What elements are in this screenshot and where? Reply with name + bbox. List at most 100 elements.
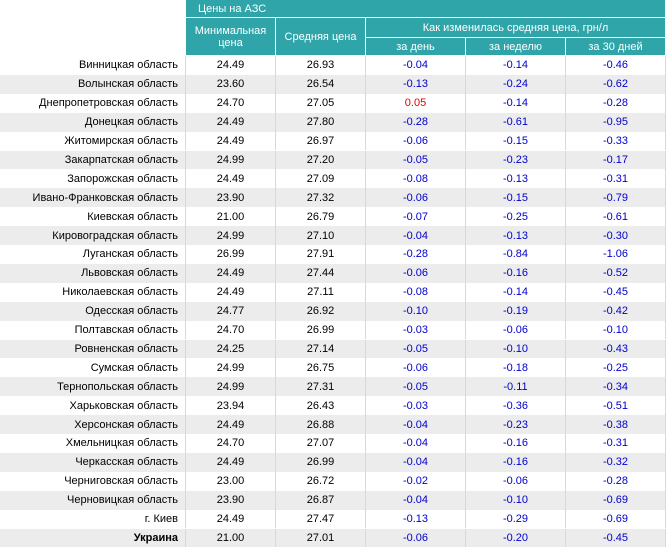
header-day: за день bbox=[366, 38, 466, 56]
avg-price: 26.75 bbox=[276, 358, 366, 378]
change-week: -0.13 bbox=[466, 169, 566, 189]
min-price: 24.49 bbox=[186, 263, 276, 283]
change-day: -0.04 bbox=[366, 226, 466, 245]
avg-price: 26.54 bbox=[276, 74, 366, 94]
change-month: -0.34 bbox=[566, 377, 666, 397]
region: Киевская область bbox=[0, 207, 186, 227]
min-price: 21.00 bbox=[186, 528, 276, 548]
change-month: -0.95 bbox=[566, 112, 666, 132]
change-month: -1.06 bbox=[566, 245, 666, 264]
min-price: 24.99 bbox=[186, 226, 276, 245]
region: Украина bbox=[0, 528, 186, 548]
min-price: 24.77 bbox=[186, 301, 276, 321]
avg-price: 27.31 bbox=[276, 377, 366, 397]
header-change: Как изменилась средняя цена, грн/л bbox=[366, 18, 666, 38]
avg-price: 26.93 bbox=[276, 56, 366, 75]
min-price: 24.99 bbox=[186, 150, 276, 170]
avg-price: 27.80 bbox=[276, 112, 366, 132]
change-day: -0.28 bbox=[366, 245, 466, 264]
change-day: -0.03 bbox=[366, 396, 466, 416]
change-month: -0.42 bbox=[566, 301, 666, 321]
change-day: -0.03 bbox=[366, 320, 466, 340]
region: Винницкая область bbox=[0, 56, 186, 75]
min-price: 24.49 bbox=[186, 169, 276, 189]
region: Харьковская область bbox=[0, 396, 186, 416]
min-price: 24.99 bbox=[186, 377, 276, 397]
min-price: 24.49 bbox=[186, 112, 276, 132]
region: Сумская область bbox=[0, 358, 186, 378]
avg-price: 27.09 bbox=[276, 169, 366, 189]
change-day: -0.04 bbox=[366, 490, 466, 510]
change-week: -0.20 bbox=[466, 528, 566, 548]
change-week: -0.24 bbox=[466, 74, 566, 94]
region: г. Киев bbox=[0, 509, 186, 529]
change-day: 0.05 bbox=[366, 93, 466, 113]
change-week: -0.61 bbox=[466, 112, 566, 132]
change-month: -0.69 bbox=[566, 490, 666, 510]
change-day: -0.04 bbox=[366, 452, 466, 472]
change-day: -0.06 bbox=[366, 131, 466, 151]
change-day: -0.06 bbox=[366, 188, 466, 208]
change-day: -0.04 bbox=[366, 415, 466, 434]
min-price: 23.90 bbox=[186, 188, 276, 208]
change-month: -0.32 bbox=[566, 452, 666, 472]
region: Ивано-Франковская область bbox=[0, 188, 186, 208]
region: Черкасская область bbox=[0, 452, 186, 472]
change-month: -0.17 bbox=[566, 150, 666, 170]
avg-price: 26.79 bbox=[276, 207, 366, 227]
change-month: -0.79 bbox=[566, 188, 666, 208]
change-week: -0.16 bbox=[466, 452, 566, 472]
change-day: -0.13 bbox=[366, 509, 466, 529]
change-month: -0.28 bbox=[566, 471, 666, 491]
avg-price: 27.32 bbox=[276, 188, 366, 208]
header-week: за неделю bbox=[466, 38, 566, 56]
min-price: 23.00 bbox=[186, 471, 276, 491]
change-week: -0.10 bbox=[466, 490, 566, 510]
avg-price: 26.97 bbox=[276, 131, 366, 151]
avg-price: 26.99 bbox=[276, 452, 366, 472]
change-week: -0.06 bbox=[466, 471, 566, 491]
region: Николаевская область bbox=[0, 282, 186, 302]
change-week: -0.16 bbox=[466, 263, 566, 283]
change-day: -0.05 bbox=[366, 377, 466, 397]
avg-price: 27.14 bbox=[276, 339, 366, 359]
region: Волынская область bbox=[0, 74, 186, 94]
min-price: 24.49 bbox=[186, 452, 276, 472]
avg-price: 26.72 bbox=[276, 471, 366, 491]
min-price: 23.94 bbox=[186, 396, 276, 416]
region: Ровненская область bbox=[0, 339, 186, 359]
min-price: 24.49 bbox=[186, 131, 276, 151]
min-price: 21.00 bbox=[186, 207, 276, 227]
change-month: -0.31 bbox=[566, 434, 666, 453]
change-day: -0.04 bbox=[366, 434, 466, 453]
avg-price: 26.92 bbox=[276, 301, 366, 321]
change-day: -0.08 bbox=[366, 282, 466, 302]
change-month: -0.45 bbox=[566, 528, 666, 548]
min-price: 24.99 bbox=[186, 358, 276, 378]
avg-price: 26.43 bbox=[276, 396, 366, 416]
region: Житомирская область bbox=[0, 131, 186, 151]
region: Черниговская область bbox=[0, 471, 186, 491]
change-month: -0.51 bbox=[566, 396, 666, 416]
region: Хмельницкая область bbox=[0, 434, 186, 453]
change-week: -0.29 bbox=[466, 509, 566, 529]
change-day: -0.08 bbox=[366, 169, 466, 189]
change-month: -0.33 bbox=[566, 131, 666, 151]
region: Донецкая область bbox=[0, 112, 186, 132]
change-month: -0.30 bbox=[566, 226, 666, 245]
min-price: 24.70 bbox=[186, 93, 276, 113]
change-month: -0.52 bbox=[566, 263, 666, 283]
change-week: -0.14 bbox=[466, 282, 566, 302]
change-month: -0.31 bbox=[566, 169, 666, 189]
change-month: -0.45 bbox=[566, 282, 666, 302]
min-price: 23.90 bbox=[186, 490, 276, 510]
region: Херсонская область bbox=[0, 415, 186, 434]
region: Черновицкая область bbox=[0, 490, 186, 510]
avg-price: 27.20 bbox=[276, 150, 366, 170]
change-day: -0.28 bbox=[366, 112, 466, 132]
region: Львовская область bbox=[0, 263, 186, 283]
change-week: -0.36 bbox=[466, 396, 566, 416]
change-month: -0.10 bbox=[566, 320, 666, 340]
avg-price: 26.88 bbox=[276, 415, 366, 434]
region: Полтавская область bbox=[0, 320, 186, 340]
